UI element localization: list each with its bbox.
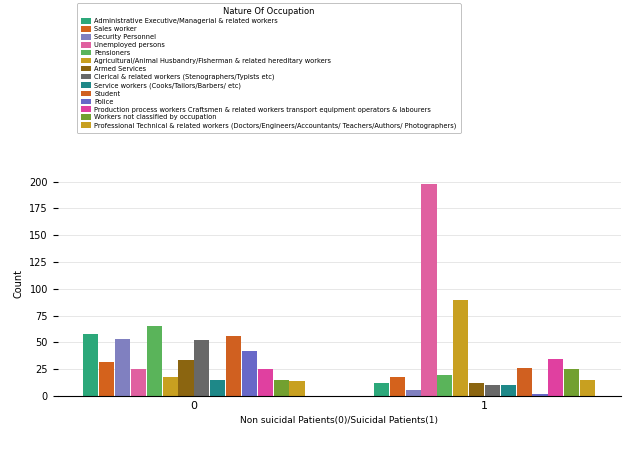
Bar — [469, 383, 484, 396]
Bar — [147, 326, 162, 396]
Bar — [437, 374, 452, 396]
Bar — [258, 369, 273, 396]
Bar — [390, 377, 404, 396]
Bar — [289, 381, 305, 396]
Bar — [564, 369, 579, 396]
Y-axis label: Count: Count — [13, 269, 24, 298]
Bar — [195, 340, 209, 396]
Bar — [485, 385, 500, 396]
Bar — [500, 385, 516, 396]
Bar — [99, 362, 114, 396]
Bar — [242, 351, 257, 396]
Bar — [163, 377, 178, 396]
Bar — [115, 339, 130, 396]
X-axis label: Non suicidal Patients(0)/Suicidal Patients(1): Non suicidal Patients(0)/Suicidal Patien… — [240, 416, 438, 425]
Bar — [210, 380, 225, 396]
Bar — [516, 368, 532, 396]
Bar — [274, 380, 289, 396]
Bar — [453, 300, 468, 396]
Bar — [83, 334, 99, 396]
Bar — [580, 380, 595, 396]
Legend: Administrative Executive/Managerial & related workers, Sales worker, Security Pe: Administrative Executive/Managerial & re… — [77, 3, 461, 133]
Bar — [179, 360, 193, 396]
Bar — [421, 184, 436, 396]
Bar — [406, 390, 420, 396]
Bar — [532, 394, 548, 396]
Bar — [548, 359, 563, 396]
Bar — [374, 383, 389, 396]
Bar — [131, 369, 146, 396]
Bar — [226, 336, 241, 396]
